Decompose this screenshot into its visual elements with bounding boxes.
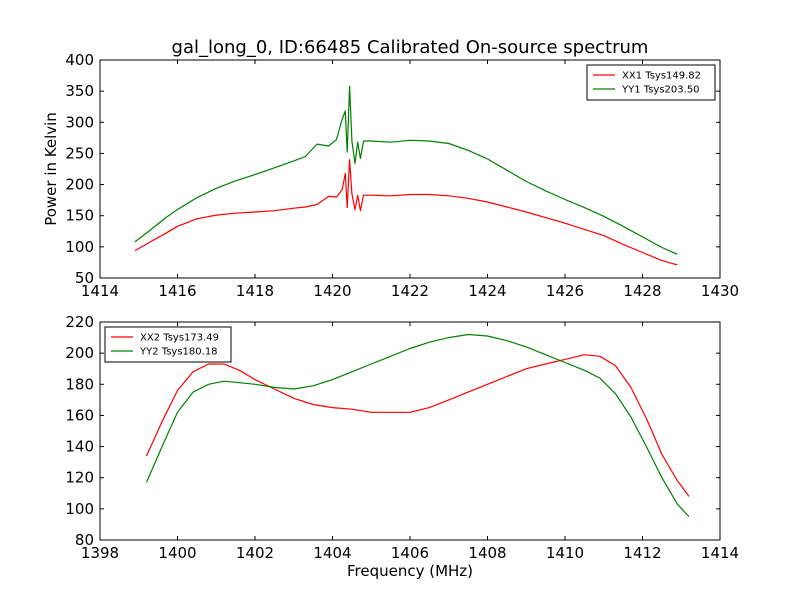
top-xtick-label: 1422 bbox=[391, 282, 429, 300]
bottom-xtick-label: 1406 bbox=[391, 544, 429, 562]
bottom-series-line-1 bbox=[145, 354, 690, 497]
bottom-xtick-label: 1412 bbox=[623, 544, 661, 562]
bottom-ytick-label: 220 bbox=[65, 313, 94, 331]
top-ytick-label: 400 bbox=[65, 51, 94, 69]
top-legend-box bbox=[586, 64, 716, 101]
bottom-ytick-label: 120 bbox=[65, 469, 94, 487]
bottom-ytick-label: 200 bbox=[65, 344, 94, 362]
top-ytick-label: 100 bbox=[65, 238, 94, 256]
top-ytick-label: 300 bbox=[65, 113, 94, 131]
bottom-xtick-label: 1410 bbox=[546, 544, 584, 562]
top-xtick-label: 1426 bbox=[546, 282, 584, 300]
bottom-series-line-2 bbox=[145, 333, 690, 518]
bottom-ytick-label: 140 bbox=[65, 438, 94, 456]
bottom-legend-label-1: XX2 Tsys173.49 bbox=[140, 333, 219, 344]
bottom-ytick-label: 100 bbox=[65, 500, 94, 518]
bottom-xtick-label: 1402 bbox=[236, 544, 274, 562]
bottom-xtick-label: 1408 bbox=[468, 544, 506, 562]
bottom-xtick-label: 1398 bbox=[81, 544, 119, 562]
top-xtick-label: 1420 bbox=[313, 282, 351, 300]
top-series-line-1 bbox=[134, 159, 678, 266]
top-legend-label-2: YY1 Tsys203.50 bbox=[621, 85, 700, 96]
bottom-x-axis-label: Frequency (MHz) bbox=[347, 562, 473, 580]
top-ytick-label: 250 bbox=[65, 144, 94, 162]
top-xtick-label: 1424 bbox=[468, 282, 506, 300]
top-series-line-2 bbox=[134, 85, 678, 255]
bottom-xtick-label: 1400 bbox=[158, 544, 196, 562]
bottom-ytick-label: 160 bbox=[65, 406, 94, 424]
figure-title: gal_long_0, ID:66485 Calibrated On-sourc… bbox=[172, 37, 649, 58]
top-xtick-label: 1428 bbox=[623, 282, 661, 300]
top-ytick-label: 350 bbox=[65, 82, 94, 100]
bottom-legend-box bbox=[104, 326, 232, 363]
top-legend-label-1: XX1 Tsys149.82 bbox=[622, 71, 701, 82]
top-xtick-label: 1418 bbox=[236, 282, 274, 300]
top-ytick-label: 50 bbox=[75, 269, 94, 287]
top-legend: XX1 Tsys149.82 YY1 Tsys203.50 bbox=[586, 64, 716, 101]
top-ytick-label: 200 bbox=[65, 176, 94, 194]
bottom-legend: XX2 Tsys173.49 YY2 Tsys180.18 bbox=[104, 326, 232, 363]
top-axes: 1414 1416 1418 1420 1422 1424 1426 1428 1430 50 10… bbox=[42, 51, 739, 300]
bottom-xtick-label: 1414 bbox=[701, 544, 739, 562]
bottom-ytick-label: 180 bbox=[65, 375, 94, 393]
bottom-legend-label-2: YY2 Tsys180.18 bbox=[139, 347, 218, 358]
top-xtick-label: 1416 bbox=[158, 282, 196, 300]
bottom-xtick-label: 1404 bbox=[313, 544, 351, 562]
top-xtick-label: 1430 bbox=[701, 282, 739, 300]
top-xtick-label: 1414 bbox=[81, 282, 119, 300]
top-y-axis-label: Power in Kelvin bbox=[42, 112, 60, 226]
bottom-axes: 1398 1400 1402 1404 1406 1408 1410 1412 1414 80 10… bbox=[65, 313, 739, 580]
bottom-ytick-label: 80 bbox=[75, 531, 94, 549]
top-ytick-label: 150 bbox=[65, 207, 94, 225]
